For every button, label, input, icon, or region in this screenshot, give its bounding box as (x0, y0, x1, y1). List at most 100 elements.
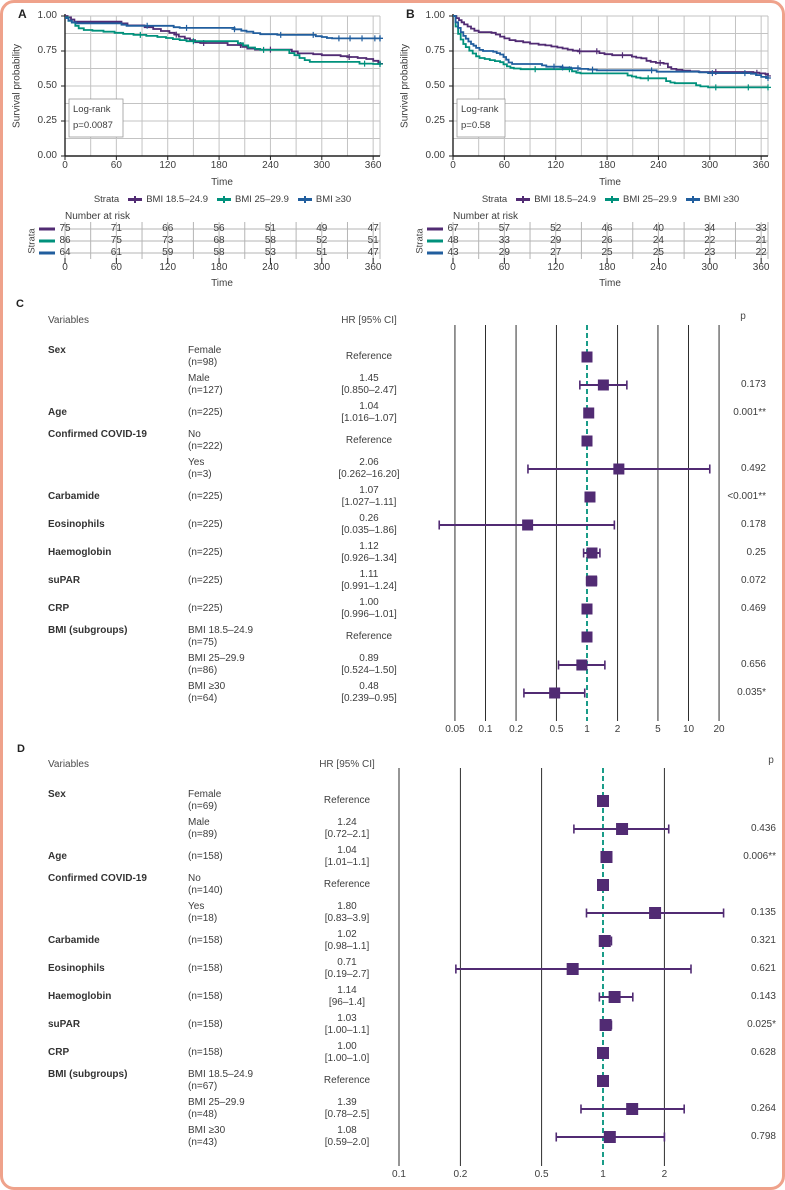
x-tick-label: 60 (110, 160, 122, 171)
risk-count: 71 (110, 223, 122, 234)
panel-a-risk-time-label: Time (211, 278, 233, 289)
risk-count: 52 (316, 235, 328, 246)
forest-hr-value: 1.14 [96–1.4] (328, 985, 366, 1008)
y-tick-label: 1.00 (37, 10, 57, 21)
x-tick-label: 180 (598, 160, 616, 171)
forest-p-value: 0.072 (740, 575, 766, 586)
risk-count: 61 (110, 247, 122, 258)
risk-time-tick: 180 (598, 262, 616, 273)
panel-b-logrank-pvalue: p=0.58 (461, 120, 491, 131)
forest-hr-value: 2.06 [0.262–16.20] (338, 457, 400, 480)
risk-row-dash-bmi-ge-30 (427, 251, 443, 255)
forest-marker (522, 519, 534, 531)
risk-count: 73 (162, 235, 174, 246)
forest-p-value: 0.178 (740, 519, 766, 530)
panel-b-legend: Strata BMI 18.5–24.9 BMI 25–29.9 BMI ≥30 (453, 194, 768, 205)
forest-hr-value: 1.07 [1.027–1.11] (341, 485, 397, 508)
risk-row-dash-bmi-25-29-9 (427, 239, 443, 243)
forest-marker (581, 603, 593, 615)
forest-axis-tick: 2 (614, 724, 621, 735)
legend-dash-icon (685, 198, 700, 201)
panel-d-header-p: p (768, 755, 774, 766)
forest-hr-value: 1.03 [1.00–1.1] (324, 1013, 370, 1036)
risk-count: 51 (264, 223, 276, 234)
forest-hr-value: 1.12 [0.926–1.34] (341, 541, 397, 564)
forest-marker (581, 631, 593, 643)
forest-marker (584, 491, 596, 503)
risk-time-tick: 360 (364, 262, 382, 273)
panel-a-risk-strata-label: Strata (26, 228, 38, 254)
risk-count: 59 (162, 247, 174, 258)
risk-time-tick: 300 (701, 262, 719, 273)
panel-a-risk-title: Number at risk (65, 211, 131, 222)
forest-variable-label: Eosinophils (48, 963, 105, 974)
forest-group-label: BMI 25–29.9 (n=48) (188, 1097, 245, 1120)
forest-marker (626, 1103, 639, 1115)
forest-axis-tick: 0.5 (534, 1169, 549, 1180)
forest-group-label: (n=158) (188, 1047, 223, 1058)
risk-count: 33 (755, 223, 767, 234)
x-tick-label: 300 (313, 160, 331, 171)
risk-count: 24 (652, 235, 664, 246)
risk-count: 64 (59, 247, 71, 258)
forest-variable-label: suPAR (48, 1019, 81, 1030)
forest-p-value: 0.656 (740, 659, 766, 670)
forest-variable-label: BMI (subgroups) (48, 1069, 128, 1080)
risk-time-tick: 240 (262, 262, 279, 273)
forest-group-label: (n=158) (188, 851, 223, 862)
risk-count: 68 (213, 235, 225, 246)
risk-count: 22 (755, 247, 767, 258)
panel-c-header-hr: HR [95% CI] (341, 315, 397, 326)
legend-dash-icon (297, 198, 312, 201)
forest-marker (616, 823, 629, 835)
forest-marker (600, 851, 613, 863)
panel-d-label: D (17, 743, 25, 755)
risk-row-dash-bmi-ge-30 (39, 251, 55, 255)
forest-marker (566, 963, 579, 975)
forest-marker (583, 407, 595, 419)
forest-group-label: BMI ≥30 (n=64) (188, 681, 226, 704)
forest-hr-value: 0.89 [0.524–1.50] (341, 653, 397, 676)
forest-group-label: (n=225) (188, 575, 223, 586)
forest-group-label: BMI 18.5–24.9 (n=67) (188, 1069, 254, 1092)
legend-label: BMI ≥30 (315, 194, 352, 205)
legend-title: Strata (481, 194, 508, 205)
forest-group-label: (n=225) (188, 547, 223, 558)
risk-count: 49 (316, 223, 328, 234)
forest-hr-value: 1.45 [0.850–2.47] (341, 373, 397, 396)
forest-group-label: Yes (n=3) (188, 457, 212, 480)
forest-group-label: (n=225) (188, 519, 223, 530)
legend-dash-icon (216, 198, 231, 201)
forest-variable-label: Age (48, 851, 67, 862)
forest-group-label: (n=158) (188, 935, 223, 946)
forest-axis-tick: 0.1 (478, 724, 493, 735)
forest-group-label: (n=158) (188, 991, 223, 1002)
panel-a-x-axis-label: Time (211, 177, 233, 188)
forest-variable-label: Carbamide (48, 491, 100, 502)
x-tick-label: 0 (450, 160, 456, 171)
legend-dash-icon (604, 198, 619, 201)
risk-time-tick: 240 (650, 262, 667, 273)
forest-hr-value: Reference (323, 879, 371, 890)
risk-row-dash-bmi-18-5-24-9 (39, 227, 55, 231)
forest-marker (608, 991, 621, 1003)
forest-axis-tick: 0.2 (509, 724, 523, 735)
risk-time-tick: 60 (498, 262, 510, 273)
forest-p-value: 0.321 (750, 935, 776, 946)
forest-p-value: 0.492 (740, 463, 766, 474)
risk-count: 57 (498, 223, 510, 234)
forest-marker (597, 879, 609, 891)
risk-time-tick: 300 (313, 262, 331, 273)
forest-group-label: (n=158) (188, 1019, 223, 1030)
forest-variable-label: CRP (48, 1047, 70, 1058)
risk-count: 26 (601, 235, 613, 246)
legend-item-bmi-18-5-24-9: BMI 18.5–24.9 (516, 194, 596, 205)
forest-hr-value: Reference (345, 631, 393, 642)
legend-label: BMI 18.5–24.9 (146, 194, 208, 205)
legend-item-bmi-25-29-9: BMI 25–29.9 (604, 194, 677, 205)
forest-marker (598, 935, 611, 947)
forest-p-value: 0.135 (750, 907, 776, 918)
forest-variable-label: suPAR (48, 575, 81, 586)
panel-b-logrank-label: Log-rank (461, 104, 499, 115)
risk-time-tick: 360 (752, 262, 770, 273)
